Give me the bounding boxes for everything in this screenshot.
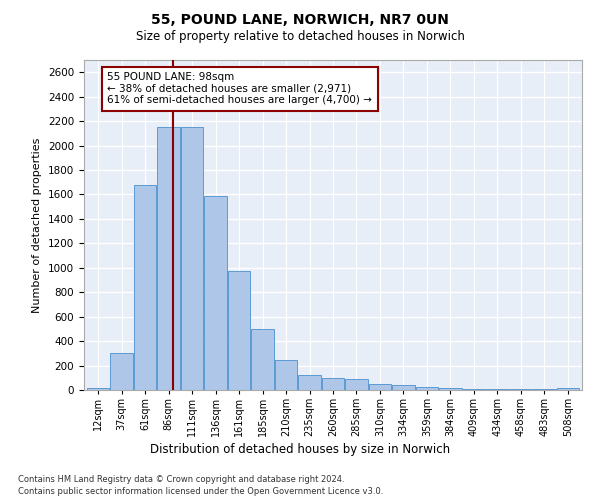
Bar	[439, 388, 461, 390]
Text: 55, POUND LANE, NORWICH, NR7 0UN: 55, POUND LANE, NORWICH, NR7 0UN	[151, 12, 449, 26]
Text: Contains public sector information licensed under the Open Government Licence v3: Contains public sector information licen…	[18, 488, 383, 496]
Bar	[251, 329, 274, 390]
Bar	[463, 389, 485, 390]
Bar	[134, 184, 156, 390]
Bar	[557, 388, 579, 390]
Bar	[110, 354, 133, 390]
Bar	[346, 379, 368, 390]
Text: 55 POUND LANE: 98sqm
← 38% of detached houses are smaller (2,971)
61% of semi-de: 55 POUND LANE: 98sqm ← 38% of detached h…	[107, 72, 373, 106]
Bar	[275, 360, 297, 390]
Bar	[298, 376, 320, 390]
Bar	[486, 389, 509, 390]
Bar	[181, 127, 203, 390]
Text: Size of property relative to detached houses in Norwich: Size of property relative to detached ho…	[136, 30, 464, 43]
Bar	[322, 378, 344, 390]
Bar	[416, 387, 438, 390]
Y-axis label: Number of detached properties: Number of detached properties	[32, 138, 43, 312]
Bar	[369, 384, 391, 390]
Bar	[510, 389, 532, 390]
Bar	[157, 127, 180, 390]
Bar	[87, 388, 109, 390]
Bar	[205, 196, 227, 390]
Bar	[392, 385, 415, 390]
Text: Distribution of detached houses by size in Norwich: Distribution of detached houses by size …	[150, 442, 450, 456]
Bar	[228, 272, 250, 390]
Text: Contains HM Land Registry data © Crown copyright and database right 2024.: Contains HM Land Registry data © Crown c…	[18, 475, 344, 484]
